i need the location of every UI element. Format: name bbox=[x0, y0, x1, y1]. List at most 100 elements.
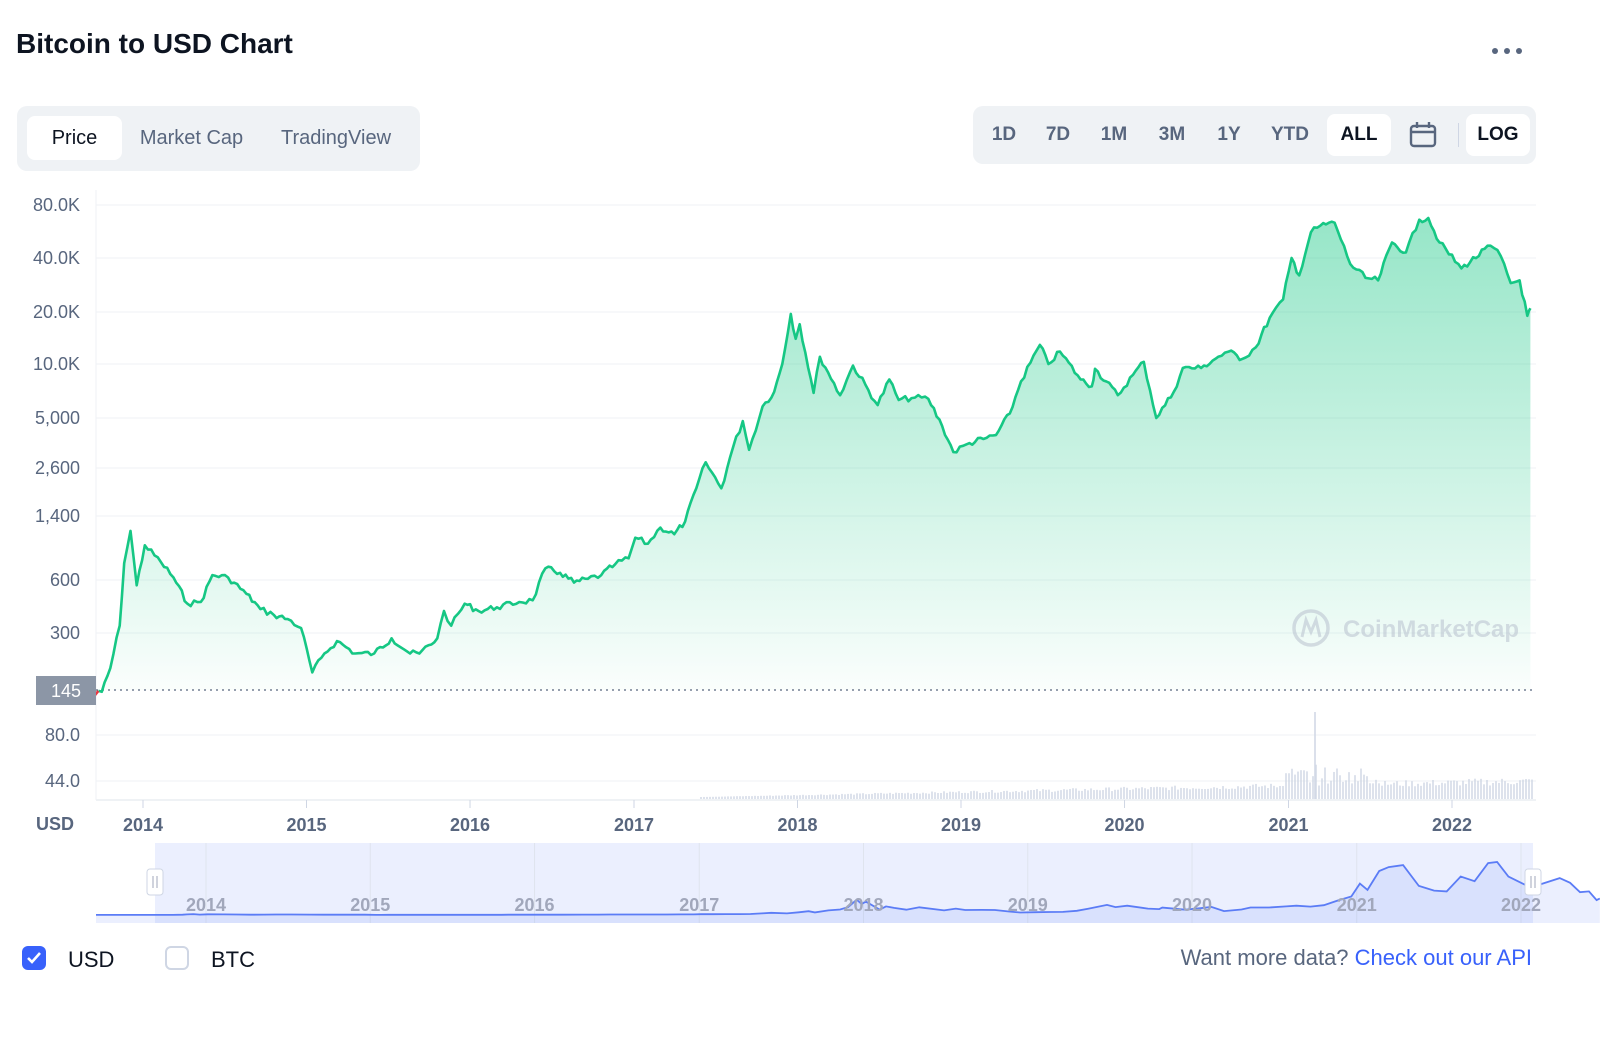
volume-bar bbox=[763, 795, 765, 799]
volume-bar bbox=[1333, 771, 1335, 799]
api-link[interactable]: Check out our API bbox=[1354, 945, 1532, 970]
volume-bar bbox=[1138, 788, 1140, 799]
volume-bar bbox=[721, 796, 723, 799]
volume-bar bbox=[1099, 790, 1101, 799]
volume-bar bbox=[736, 796, 738, 799]
volume-bar bbox=[1411, 781, 1413, 799]
usd-checkbox[interactable] bbox=[22, 946, 46, 970]
volume-bar bbox=[1450, 780, 1452, 799]
tab-price[interactable]: Price bbox=[27, 116, 122, 160]
volume-bar bbox=[790, 795, 792, 799]
range-1y-button[interactable]: 1Y bbox=[1217, 124, 1241, 145]
volume-bar bbox=[1171, 786, 1173, 799]
range-7d-button[interactable]: 7D bbox=[1045, 124, 1071, 145]
volume-bar bbox=[1267, 788, 1269, 799]
volume-bar bbox=[1381, 785, 1383, 799]
volume-bar bbox=[727, 796, 729, 799]
volume-bar bbox=[1174, 785, 1176, 799]
range-3m-button[interactable]: 3M bbox=[1158, 124, 1186, 145]
volume-bar bbox=[1000, 792, 1002, 799]
x-tick-label: 2021 bbox=[1268, 815, 1308, 835]
volume-bar bbox=[1177, 789, 1179, 799]
volume-bar bbox=[1501, 778, 1503, 799]
volume-bar bbox=[1054, 791, 1056, 799]
volume-bar bbox=[952, 791, 954, 799]
x-tick-label: 2019 bbox=[941, 815, 981, 835]
range-ytd-button[interactable]: YTD bbox=[1271, 124, 1309, 145]
range-all-button[interactable]: ALL bbox=[1327, 114, 1391, 156]
volume-bar bbox=[1213, 787, 1215, 799]
volume-bar bbox=[1426, 782, 1428, 799]
navigator-line bbox=[96, 861, 1600, 916]
calendar-icon[interactable] bbox=[1407, 120, 1439, 150]
navigator-tick-label: 2022 bbox=[1501, 895, 1541, 915]
more-options-icon[interactable] bbox=[1488, 38, 1528, 68]
start-price-text: 145 bbox=[51, 681, 81, 701]
volume-bar bbox=[937, 793, 939, 799]
volume-bar bbox=[829, 794, 831, 799]
volume-bar bbox=[874, 792, 876, 799]
volume-bar bbox=[1222, 786, 1224, 799]
range-1m-button[interactable]: 1M bbox=[1100, 124, 1128, 145]
log-scale-button[interactable]: LOG bbox=[1466, 114, 1530, 156]
volume-bar bbox=[1414, 786, 1416, 799]
tab-tradingview[interactable]: TradingView bbox=[280, 127, 392, 149]
navigator-tick-label: 2019 bbox=[1008, 895, 1048, 915]
volume-bar bbox=[784, 795, 786, 799]
volume-bar bbox=[760, 795, 762, 799]
volume-bar bbox=[1483, 784, 1485, 799]
volume-bar bbox=[994, 792, 996, 799]
volume-bar bbox=[1339, 775, 1341, 799]
volume-bar bbox=[1477, 780, 1479, 799]
volume-bar bbox=[1402, 785, 1404, 799]
volume-bar bbox=[868, 794, 870, 799]
navigator[interactable]: 2014 2015 2016 2017 2018 2019 2020 2021 2022 bbox=[96, 843, 1600, 923]
volume-bar bbox=[802, 794, 804, 799]
volume-bar bbox=[862, 793, 864, 799]
volume-bar bbox=[1090, 788, 1092, 799]
volume-bar bbox=[1126, 787, 1128, 799]
volume-bar bbox=[712, 796, 714, 799]
volume-bar bbox=[733, 796, 735, 799]
volume-bar bbox=[811, 795, 813, 799]
volume-bar bbox=[1183, 788, 1185, 799]
volume-bar bbox=[1261, 786, 1263, 799]
volume-bar bbox=[1210, 788, 1212, 799]
navigator-selection[interactable] bbox=[155, 843, 1533, 923]
volume-bar bbox=[778, 795, 780, 799]
volume-bar bbox=[1015, 791, 1017, 799]
volume-bar bbox=[877, 793, 879, 799]
btc-checkbox[interactable] bbox=[165, 946, 189, 970]
volume-bar bbox=[985, 792, 987, 799]
volume-bar bbox=[1528, 779, 1530, 799]
y-tick-label: 300 bbox=[50, 623, 80, 643]
range-1d-button[interactable]: 1D bbox=[991, 124, 1017, 145]
volume-bar bbox=[1522, 779, 1524, 799]
volume-bar bbox=[709, 796, 711, 799]
navigator-right-handle[interactable] bbox=[1524, 868, 1542, 896]
volume-bar bbox=[1102, 790, 1104, 799]
volume-bar bbox=[1081, 790, 1083, 799]
tab-market-cap[interactable]: Market Cap bbox=[139, 127, 244, 149]
volume-bar bbox=[889, 792, 891, 799]
volume-bar bbox=[1423, 782, 1425, 799]
x-tick-label: 2020 bbox=[1105, 815, 1145, 835]
volume-bar bbox=[808, 795, 810, 799]
volume-bar bbox=[943, 791, 945, 799]
volume-bar bbox=[913, 793, 915, 799]
navigator-tick-label: 2015 bbox=[350, 895, 390, 915]
volume-bar bbox=[958, 791, 960, 799]
volume-bar bbox=[1435, 785, 1437, 799]
volume-bar bbox=[895, 792, 897, 799]
volume-bar bbox=[1117, 789, 1119, 799]
volume-bar bbox=[769, 795, 771, 799]
volume-bar bbox=[1087, 790, 1089, 799]
volume-bar bbox=[1336, 768, 1338, 799]
navigator-left-handle[interactable] bbox=[146, 868, 164, 896]
page-title: Bitcoin to USD Chart bbox=[16, 28, 293, 59]
y-tick-label: 80.0 bbox=[45, 725, 80, 745]
volume-bar bbox=[820, 794, 822, 799]
navigator-area bbox=[96, 862, 1600, 923]
volume-bar bbox=[1114, 789, 1116, 799]
